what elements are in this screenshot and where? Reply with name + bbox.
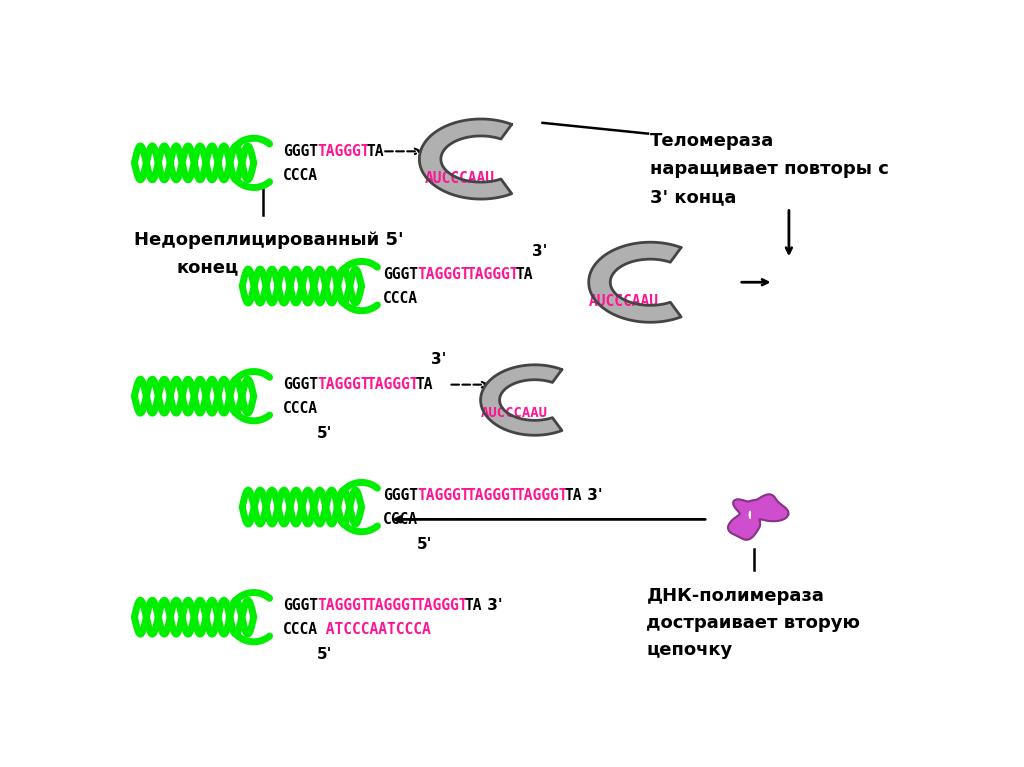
Polygon shape	[589, 242, 681, 322]
Text: GGGT: GGGT	[383, 267, 418, 282]
Text: AUCCCAAU: AUCCCAAU	[589, 294, 658, 309]
Text: TA: TA	[465, 598, 482, 613]
Text: GGGT: GGGT	[283, 144, 318, 159]
Text: ДНК-полимераза: ДНК-полимераза	[646, 587, 824, 604]
Text: 3': 3'	[431, 352, 446, 367]
Text: CCCA: CCCA	[383, 512, 418, 527]
Text: 3': 3'	[582, 488, 602, 503]
Text: TA: TA	[416, 377, 433, 392]
Text: AUCCCAAU: AUCCCAAU	[481, 407, 548, 420]
Text: TAGGGT: TAGGGT	[316, 377, 370, 392]
Text: 5': 5'	[417, 537, 432, 551]
Text: TA: TA	[515, 267, 534, 282]
Text: TAGGGT: TAGGGT	[417, 488, 469, 503]
Text: GGGT: GGGT	[283, 377, 318, 392]
Text: достраивает вторую: достраивает вторую	[646, 614, 860, 631]
Text: TA: TA	[565, 488, 583, 503]
Text: TAGGGT: TAGGGT	[416, 598, 468, 613]
Text: цепочку: цепочку	[646, 640, 733, 659]
Polygon shape	[419, 119, 512, 199]
Text: 3': 3'	[531, 244, 547, 259]
Text: конец: конец	[177, 258, 239, 276]
Text: TAGGGT: TAGGGT	[466, 267, 519, 282]
Text: TAGGGT: TAGGGT	[515, 488, 568, 503]
Text: ATCCCAATCCCA: ATCCCAATCCCA	[316, 622, 431, 637]
Text: CCCA: CCCA	[283, 168, 318, 183]
Text: GGGT: GGGT	[283, 598, 318, 613]
Text: CCCA: CCCA	[383, 291, 418, 306]
Polygon shape	[728, 495, 788, 540]
Text: 5': 5'	[316, 647, 332, 662]
Text: наращивает повторы с: наращивает повторы с	[650, 160, 889, 178]
Text: 3' конца: 3' конца	[650, 188, 736, 206]
Text: TAGGGT: TAGGGT	[367, 377, 419, 392]
Text: TAGGGT: TAGGGT	[466, 488, 519, 503]
Text: 3': 3'	[481, 598, 503, 613]
Text: AUCCCAAU: AUCCCAAU	[425, 171, 495, 186]
Text: CCCA: CCCA	[283, 622, 318, 637]
Text: 5': 5'	[316, 426, 332, 441]
Text: TAGGGT: TAGGGT	[367, 598, 419, 613]
Polygon shape	[480, 365, 562, 436]
Text: TA: TA	[367, 144, 384, 159]
Text: CCCA: CCCA	[283, 401, 318, 416]
Text: TAGGGT: TAGGGT	[417, 267, 469, 282]
Text: GGGT: GGGT	[383, 488, 418, 503]
Text: TAGGGT: TAGGGT	[316, 144, 370, 159]
Text: TAGGGT: TAGGGT	[316, 598, 370, 613]
Text: Недореплицированный 5': Недореплицированный 5'	[134, 231, 404, 249]
Text: Теломераза: Теломераза	[650, 133, 774, 150]
